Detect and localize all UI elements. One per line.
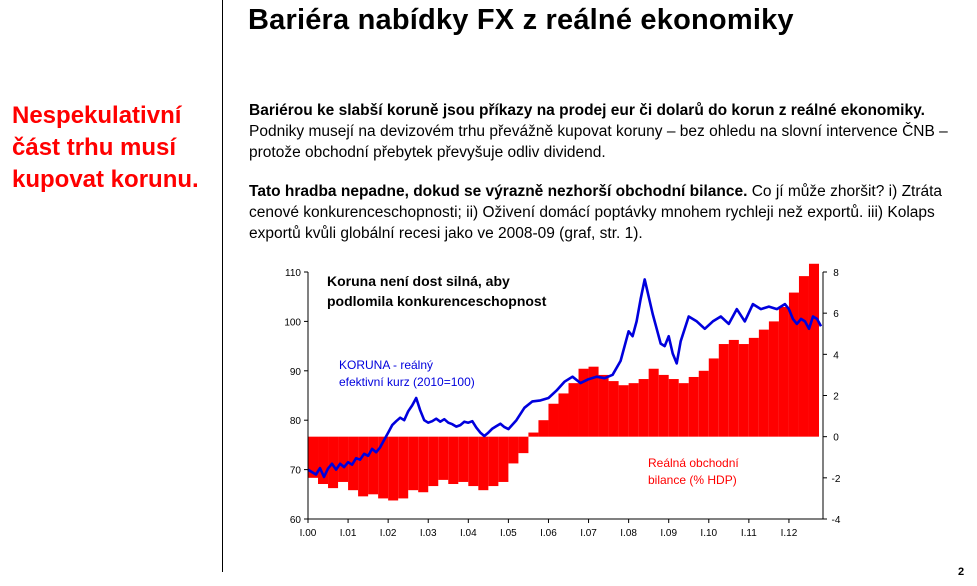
trade-balance-bar — [498, 436, 509, 482]
koruna-line — [307, 278, 823, 479]
trade-balance-bar — [408, 436, 419, 491]
trade-balance-bar — [688, 376, 699, 437]
trade-balance-bar — [768, 321, 779, 437]
trade-balance-bar — [658, 374, 669, 437]
x-tick-label: I.07 — [580, 528, 597, 539]
x-tick-label: I.00 — [300, 528, 317, 539]
vertical-divider — [222, 0, 223, 572]
chart-title-line: Koruna není dost silná, aby — [327, 273, 510, 289]
trade-balance-bar — [418, 436, 429, 493]
trade-balance-bar — [718, 344, 729, 437]
trade-balance-bar — [368, 436, 379, 495]
x-tick-label: I.12 — [781, 528, 798, 539]
trade-balance-bar — [518, 436, 529, 454]
x-tick-label: I.02 — [380, 528, 397, 539]
trade-balance-bar — [778, 306, 789, 437]
right-tick-label: -4 — [832, 515, 841, 526]
x-tick-label: I.04 — [460, 528, 477, 539]
chart: 60 70 80 90 100 110 -4 -2 0 2 4 6 8 I.00 I.01 I.02 I.03 I… — [284, 263, 841, 539]
trade-balance-bar — [538, 420, 549, 437]
trade-balance-bar — [528, 432, 539, 437]
trade-balance-bar — [548, 403, 559, 437]
trade-balance-bar — [598, 374, 609, 437]
koruna-series-label: efektivní kurz (2010=100) — [339, 375, 475, 389]
trade-balance-bar — [628, 383, 639, 437]
trade-balance-bar — [748, 337, 759, 437]
x-tick-label: I.06 — [540, 528, 557, 539]
page-number: 2 — [958, 566, 965, 578]
x-tick-label: I.09 — [660, 528, 677, 539]
x-tick-label: I.08 — [620, 528, 637, 539]
paragraph-2-text: Co jí může zhoršit? i) Ztráta cenové kon… — [249, 183, 943, 242]
trade-balance-bar — [758, 329, 769, 437]
trade-balance-bar — [708, 358, 719, 437]
trade-balance-bar — [578, 368, 589, 437]
trade-series-label: bilance (% HDP) — [648, 473, 737, 487]
paragraph-2-bold: Tato hradba nepadne, dokud se výrazně ne… — [249, 183, 748, 200]
trade-balance-bar — [388, 436, 399, 501]
left-tick-label: 90 — [290, 367, 302, 378]
trade-balance-bar — [568, 383, 579, 437]
trade-balance-bar — [618, 385, 629, 437]
right-tick-label: 6 — [833, 309, 839, 320]
trade-balance-bar — [738, 344, 749, 437]
koruna-series-label: KORUNA - reálný — [339, 358, 433, 372]
paragraph-2: Tato hradba nepadne, dokud se výrazně ne… — [249, 181, 959, 244]
trade-balance-bar — [338, 436, 349, 482]
trade-balance-bar — [508, 436, 519, 464]
trade-balance-bar — [488, 436, 499, 487]
trade-balance-bar — [458, 436, 469, 482]
chart-title-line: podlomila konkurenceschopnost — [327, 293, 547, 309]
trade-balance-bar — [638, 379, 649, 437]
left-tick-label: 80 — [290, 416, 302, 427]
x-tick-label: I.10 — [700, 528, 717, 539]
trade-series-label: Reálná obchodní — [648, 456, 739, 470]
left-tick-label: 60 — [290, 515, 302, 526]
trade-balance-bar — [428, 436, 439, 487]
x-tick-label: I.11 — [741, 528, 757, 539]
paragraph-1: Bariérou ke slabší koruně jsou příkazy n… — [249, 100, 959, 163]
side-note: Nespekulativní část trhu musí kupovat ko… — [12, 102, 199, 193]
trade-balance-bar — [678, 383, 689, 437]
right-tick-label: 8 — [833, 268, 839, 279]
trade-balance-bar — [438, 436, 449, 480]
trade-balance-bar — [588, 366, 599, 437]
x-tick-label: I.05 — [500, 528, 517, 539]
trade-balance-bar — [798, 276, 809, 437]
trade-balance-bar — [558, 393, 569, 437]
trade-balance-bar — [788, 292, 799, 437]
trade-balance-bar — [648, 368, 659, 437]
trade-balance-bar — [358, 436, 369, 497]
right-tick-label: -2 — [832, 474, 841, 485]
slide-title: Bariéra nabídky FX z reálné ekonomiky — [248, 4, 794, 36]
trade-balance-bar — [728, 339, 739, 437]
trade-balance-bar — [668, 379, 679, 437]
x-tick-label: I.03 — [420, 528, 437, 539]
left-tick-label: 110 — [285, 268, 301, 279]
x-tick-label: I.01 — [340, 528, 357, 539]
right-tick-label: 2 — [833, 392, 839, 403]
left-tick-label: 100 — [284, 317, 301, 328]
trade-balance-bar — [468, 436, 479, 487]
right-tick-label: 0 — [833, 433, 839, 444]
trade-balance-bar — [318, 436, 329, 485]
trade-balance-bar — [328, 436, 339, 489]
trade-balance-bar — [478, 436, 489, 491]
paragraph-1-bold: Bariérou ke slabší koruně jsou příkazy n… — [249, 102, 925, 119]
trade-balance-bar — [808, 263, 819, 437]
trade-balance-bar — [448, 436, 459, 485]
paragraph-1-text: Podniky musejí na devizovém trhu převážn… — [249, 123, 948, 161]
right-tick-label: 4 — [833, 350, 839, 361]
trade-balance-bar — [398, 436, 409, 499]
trade-balance-bar — [378, 436, 389, 499]
trade-balance-bar — [608, 381, 619, 437]
trade-balance-bar — [308, 436, 319, 478]
trade-balance-bar — [698, 370, 709, 437]
left-tick-label: 70 — [290, 466, 302, 477]
